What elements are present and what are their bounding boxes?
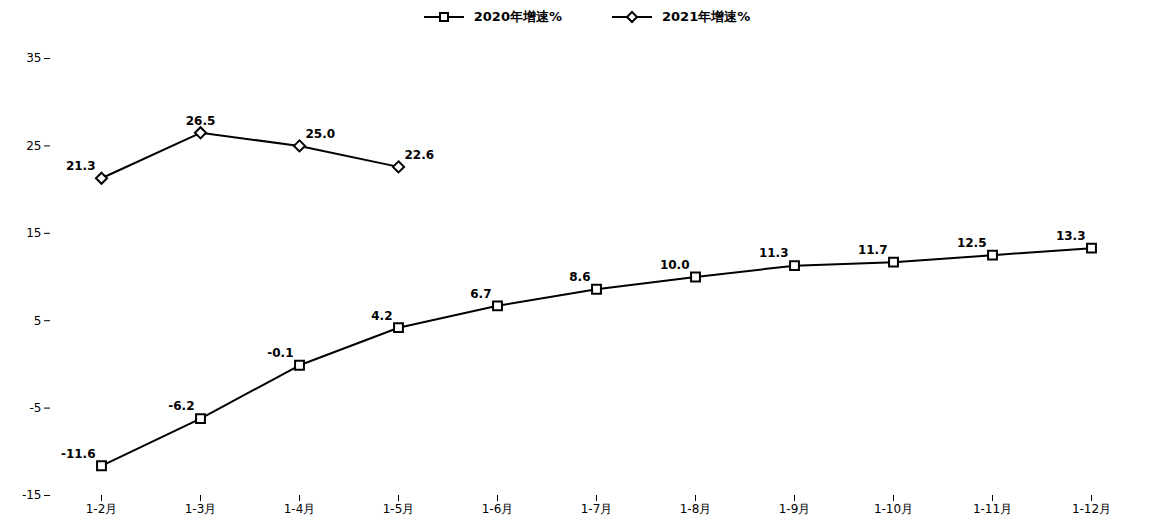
svg-text:1-10月: 1-10月 [874,502,913,516]
svg-text:4.2: 4.2 [371,309,392,323]
svg-text:1-9月: 1-9月 [779,502,811,516]
svg-text:25.0: 25.0 [306,127,336,141]
svg-text:25: 25 [26,139,41,153]
svg-text:-15: -15 [22,488,42,502]
html-text:2020年增速%: 2020年增速% [473,9,562,24]
svg-text:35: 35 [26,51,41,65]
svg-text:1-2月: 1-2月 [86,502,118,516]
svg-text:1-5月: 1-5月 [383,502,415,516]
svg-text:11.3: 11.3 [759,246,789,260]
svg-text:1-3月: 1-3月 [185,502,217,516]
svg-text:1-4月: 1-4月 [284,502,316,516]
svg-text:1-11月: 1-11月 [973,502,1012,516]
svg-text:5: 5 [34,314,42,328]
svg-text:22.6: 22.6 [405,148,435,162]
svg-text:-6.2: -6.2 [168,399,194,413]
svg-text:26.5: 26.5 [186,114,216,128]
svg-text:-0.1: -0.1 [267,346,293,360]
svg-text:6.7: 6.7 [470,287,491,301]
svg-text:21.3: 21.3 [66,159,96,173]
svg-text:1-7月: 1-7月 [581,502,613,516]
svg-text:-5: -5 [30,401,42,415]
svg-text:1-6月: 1-6月 [482,502,514,516]
svg-text:11.7: 11.7 [858,243,888,257]
svg-text:1-8月: 1-8月 [680,502,712,516]
svg-text:1-12月: 1-12月 [1072,502,1111,516]
html-text:2021年增速%: 2021年增速% [662,9,751,24]
svg-text:10.0: 10.0 [660,258,690,272]
svg-text:13.3: 13.3 [1056,229,1086,243]
svg-text:8.6: 8.6 [569,270,590,284]
svg-text:12.5: 12.5 [957,236,987,250]
svg-text:-11.6: -11.6 [61,447,96,461]
svg-text:15: 15 [26,226,41,240]
